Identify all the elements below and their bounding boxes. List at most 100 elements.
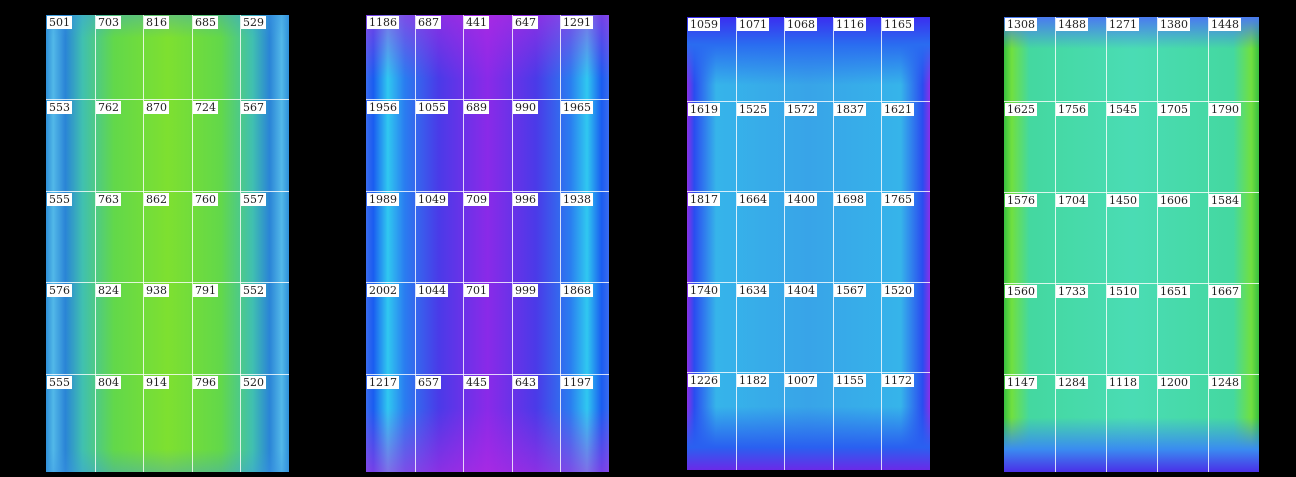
cell-value: 996 xyxy=(513,193,538,206)
grid-line xyxy=(560,15,561,472)
cell-value: 445 xyxy=(464,376,489,389)
heatmap-panel: 501 703 816 685 529 553 762 870 724 567 555 763 862 7… xyxy=(46,15,289,472)
cell-value: 1989 xyxy=(367,193,399,206)
cell-value: 685 xyxy=(193,16,218,29)
cell-value: 555 xyxy=(47,376,72,389)
cell-value: 441 xyxy=(464,16,489,29)
grid-line xyxy=(833,17,834,470)
cell-value: 1545 xyxy=(1107,103,1139,116)
cell-value: 1448 xyxy=(1209,18,1241,31)
cell-value: 1956 xyxy=(367,101,399,114)
grid-line xyxy=(46,99,289,100)
cell-value: 1197 xyxy=(561,376,593,389)
grid-line xyxy=(1055,17,1056,472)
cell-value: 724 xyxy=(193,101,218,114)
grid-line xyxy=(192,15,193,472)
cell-value: 1291 xyxy=(561,16,593,29)
grid-line xyxy=(687,101,930,102)
grid-line xyxy=(95,15,96,472)
cell-value: 1226 xyxy=(688,374,720,387)
heatmap-panel: 1308 1488 1271 1380 1448 1625 1756 1545 1705 1790… xyxy=(1004,17,1259,472)
cell-value: 1667 xyxy=(1209,285,1241,298)
cell-value: 1271 xyxy=(1107,18,1139,31)
cell-value: 567 xyxy=(241,101,266,114)
cell-value: 1520 xyxy=(882,284,914,297)
heatmap-panel: 1186 687 441 647 1291 1956 1055 689 990 1965 1989 1… xyxy=(366,15,609,472)
cell-value: 555 xyxy=(47,193,72,206)
cell-value: 1116 xyxy=(834,18,866,31)
cell-value: 762 xyxy=(96,101,121,114)
cell-value: 1704 xyxy=(1056,194,1088,207)
cell-value: 1651 xyxy=(1158,285,1190,298)
cell-value: 1525 xyxy=(737,103,769,116)
cell-value: 804 xyxy=(96,376,121,389)
cell-value: 529 xyxy=(241,16,266,29)
cell-value: 1965 xyxy=(561,101,593,114)
grid-line xyxy=(366,191,609,192)
cell-value: 1625 xyxy=(1005,103,1037,116)
cell-value: 1380 xyxy=(1158,18,1190,31)
cell-value: 1567 xyxy=(834,284,866,297)
grid-line xyxy=(784,17,785,470)
cell-value: 657 xyxy=(416,376,441,389)
cell-value: 1155 xyxy=(834,374,866,387)
grid-line xyxy=(1208,17,1209,472)
cell-value: 687 xyxy=(416,16,441,29)
grid-line xyxy=(366,99,609,100)
cell-value: 1059 xyxy=(688,18,720,31)
cell-value: 1698 xyxy=(834,193,866,206)
cell-value: 824 xyxy=(96,284,121,297)
cell-value: 1634 xyxy=(737,284,769,297)
cell-value: 2002 xyxy=(367,284,399,297)
grid-line xyxy=(736,17,737,470)
cell-value: 1400 xyxy=(785,193,817,206)
cell-value: 1007 xyxy=(785,374,817,387)
grid-line xyxy=(1004,101,1259,102)
cell-value: 1217 xyxy=(367,376,399,389)
grid-line xyxy=(687,191,930,192)
grid-line xyxy=(366,374,609,375)
grid-line xyxy=(463,15,464,472)
cell-value: 1560 xyxy=(1005,285,1037,298)
cell-value: 1740 xyxy=(688,284,720,297)
cell-value: 999 xyxy=(513,284,538,297)
cell-value: 552 xyxy=(241,284,266,297)
cell-value: 553 xyxy=(47,101,72,114)
grid-line xyxy=(687,372,930,373)
cell-value: 1868 xyxy=(561,284,593,297)
cell-value: 938 xyxy=(144,284,169,297)
cell-value: 709 xyxy=(464,193,489,206)
cell-value: 1765 xyxy=(882,193,914,206)
grid-line xyxy=(240,15,241,472)
grid-line xyxy=(881,17,882,470)
grid-line xyxy=(1004,192,1259,193)
cell-value: 1186 xyxy=(367,16,399,29)
cell-value: 1055 xyxy=(416,101,448,114)
cell-value: 1200 xyxy=(1158,376,1190,389)
cell-value: 816 xyxy=(144,16,169,29)
cell-value: 870 xyxy=(144,101,169,114)
cell-value: 1182 xyxy=(737,374,769,387)
grid-line xyxy=(1004,374,1259,375)
cell-value: 914 xyxy=(144,376,169,389)
cell-value: 1488 xyxy=(1056,18,1088,31)
cell-value: 1165 xyxy=(882,18,914,31)
cell-value: 1733 xyxy=(1056,285,1088,298)
cell-value: 1308 xyxy=(1005,18,1037,31)
cell-value: 1576 xyxy=(1005,194,1037,207)
cell-value: 557 xyxy=(241,193,266,206)
cell-value: 1049 xyxy=(416,193,448,206)
cell-value: 1044 xyxy=(416,284,448,297)
grid-line xyxy=(512,15,513,472)
cell-value: 520 xyxy=(241,376,266,389)
cell-value: 1068 xyxy=(785,18,817,31)
grid-line xyxy=(415,15,416,472)
cell-value: 576 xyxy=(47,284,72,297)
cell-value: 501 xyxy=(47,16,72,29)
cell-value: 791 xyxy=(193,284,218,297)
cell-value: 1172 xyxy=(882,374,914,387)
grid-line xyxy=(1157,17,1158,472)
cell-value: 1606 xyxy=(1158,194,1190,207)
cell-value: 796 xyxy=(193,376,218,389)
